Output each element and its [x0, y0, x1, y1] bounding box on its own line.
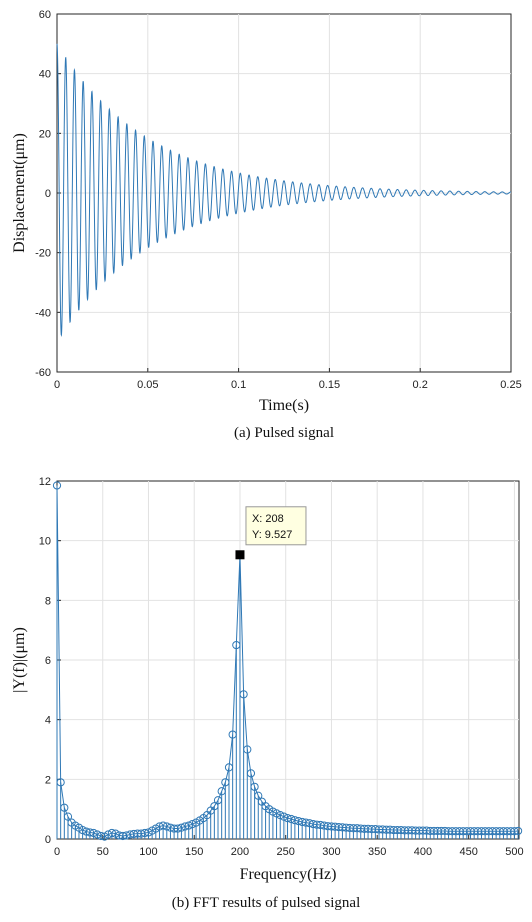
chart-a-y-tick-label: -40 [35, 307, 51, 319]
chart-b-points [52, 481, 523, 841]
chart-b-y-tick-label: 2 [45, 774, 51, 786]
fft-point [210, 802, 219, 811]
chart-a-x-axis-label: Time(s) [259, 397, 309, 414]
fft-point [510, 827, 519, 836]
chart-a-x-tick-label: 0.15 [319, 379, 340, 391]
chart-b-x-tick-label: 50 [97, 846, 109, 858]
fft-point [279, 812, 288, 821]
fft-point [162, 822, 171, 831]
chart-b-x-tick-label: 200 [231, 846, 249, 858]
fft-point [63, 812, 73, 821]
fft-point [173, 824, 182, 833]
fft-point [159, 821, 168, 830]
chart-a-y-tick-label: -60 [35, 367, 51, 379]
fft-point [213, 796, 223, 805]
chart-b-y-tick-label: 8 [45, 595, 51, 607]
fft-point [513, 826, 523, 836]
fft-point [188, 819, 197, 829]
fft-point [217, 787, 226, 796]
chart-b-x-tick-label: 100 [139, 846, 157, 858]
chart-a-x-tick-label: 0.2 [413, 379, 428, 391]
fft-point [228, 730, 237, 739]
fft-point [60, 803, 69, 812]
fft-point [56, 778, 65, 787]
chart-b-datatip-box [245, 506, 307, 546]
fft-point [107, 828, 116, 838]
chart-a-y-tick-label: 20 [39, 128, 51, 140]
chart-b-x-tick-label: 500 [505, 846, 523, 858]
chart-a-y-tick-label: -20 [35, 248, 51, 260]
fft-point [287, 814, 296, 824]
chart-b-x-tick-label: 350 [368, 846, 386, 858]
chart-b-y-tick-label: 10 [39, 536, 51, 548]
fft-point [184, 821, 193, 830]
fft-point [254, 791, 263, 800]
fft-point [224, 763, 234, 772]
fft-point [180, 822, 190, 831]
chart-a-x-tick-label: 0.1 [231, 379, 246, 391]
chart-b-y-tick-label: 4 [45, 715, 51, 727]
chart-a-y-tick-label: 60 [39, 9, 51, 21]
chart-b-datatip-y: Y: 9.527 [252, 529, 292, 541]
fft-point [250, 782, 259, 791]
chart-b-caption: (b) FFT results of pulsed signal [172, 895, 360, 911]
chart-a-y-tick-label: 0 [45, 188, 51, 200]
chart-b-x-tick-label: 150 [185, 846, 203, 858]
fft-point [85, 828, 95, 837]
fft-point [276, 811, 285, 820]
chart-a-x-tick-label: 0.25 [500, 379, 521, 391]
chart-a-y-tick-label: 40 [39, 69, 51, 81]
fft-point [283, 814, 292, 823]
chart-b-x-tick-label: 250 [277, 846, 295, 858]
chart-a-y-axis-label: Displacement(μm) [11, 133, 28, 253]
fft-point [232, 640, 241, 650]
chart-b-x-tick-label: 0 [54, 846, 60, 858]
fft-point [221, 778, 230, 787]
chart-b-y-tick-label: 0 [45, 834, 51, 846]
fft-point [243, 745, 252, 754]
chart-b-ticks: 0 50 100 150 200 250 300 350 400 450 500 0 2 4 6 8 10 12 [39, 476, 524, 858]
chart-b-y-tick-label: 6 [45, 655, 51, 667]
chart-a-signal-line [56, 43, 512, 338]
chart-b-datatip-marker [235, 550, 245, 560]
fft-point [89, 828, 98, 838]
chart-a-x-tick-label: 0.05 [137, 379, 158, 391]
chart-b-datatip-x: X: 208 [252, 513, 284, 525]
chart-b-x-tick-label: 450 [460, 846, 478, 858]
fft-point [246, 769, 256, 778]
chart-b-fft: 0 50 100 150 200 250 300 350 400 450 500024681012 … [11, 476, 524, 911]
fft-point [52, 481, 62, 490]
chart-b-x-tick-label: 300 [322, 846, 340, 858]
chart-b-x-tick-label: 400 [414, 846, 432, 858]
fft-point [290, 816, 299, 825]
chart-a-x-tick-label: 0 [54, 379, 60, 391]
chart-b-x-axis-label: Frequency(Hz) [240, 866, 337, 883]
chart-b-y-tick-label: 12 [39, 476, 51, 488]
fft-point [78, 825, 87, 835]
chart-a-caption: (a) Pulsed signal [234, 425, 334, 441]
fft-point [93, 830, 102, 839]
fft-point [177, 823, 186, 832]
chart-a-pulsed-signal: 0 0.05 0.1 0.15 0.2 0.25 -60 -40 -20 0 20 40 60 Time… [11, 9, 522, 441]
fft-point [239, 690, 248, 699]
chart-a-ticks: 0 0.05 0.1 0.15 0.2 0.25 -60 -40 -20 0 20 40 60 [35, 9, 522, 391]
chart-a-grid [57, 14, 511, 372]
chart-b-y-axis-label: |Y(f)|(μm) [11, 627, 28, 693]
fft-point [140, 828, 149, 838]
chart-b-datatip: X: 208 Y: 9.527 [245, 506, 307, 546]
chart-b-grid [57, 481, 519, 839]
